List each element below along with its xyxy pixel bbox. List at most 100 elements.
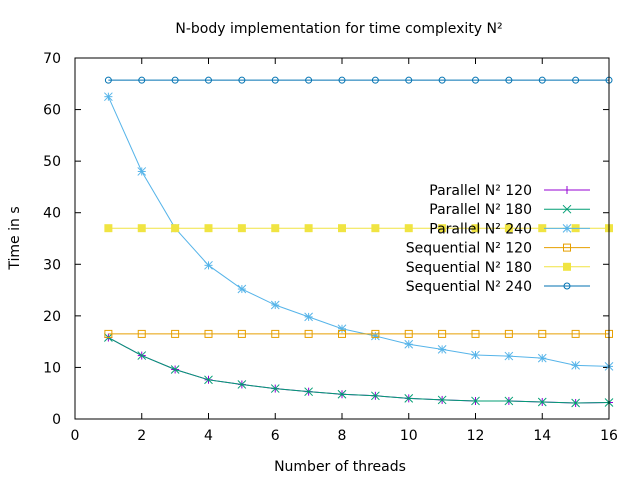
marker-shape [305, 76, 313, 84]
marker-stroke [571, 361, 580, 370]
data-point [404, 339, 414, 349]
data-point [404, 224, 413, 233]
marker-stroke [137, 167, 147, 176]
marker-shape [563, 262, 571, 271]
data-point [504, 351, 514, 361]
marker-shape [338, 76, 346, 84]
data-point [237, 224, 246, 233]
data-point [137, 224, 146, 233]
y-tick-label: 10 [43, 360, 61, 376]
marker-shape [338, 224, 346, 233]
marker-shape [171, 76, 179, 84]
data-point [304, 329, 313, 338]
legend-label: Sequential N² 120 [406, 241, 532, 257]
data-point [237, 380, 247, 389]
marker-stroke [237, 284, 247, 294]
marker-shape [472, 76, 479, 84]
data-point [562, 204, 572, 214]
data-point [338, 329, 346, 338]
data-point [472, 76, 479, 84]
marker-shape [238, 76, 246, 84]
data-point [438, 76, 446, 84]
data-point [563, 186, 571, 194]
series-line [108, 337, 610, 404]
marker-shape [405, 76, 413, 84]
legend-label: Sequential N² 240 [406, 279, 532, 295]
data-point [438, 329, 447, 338]
data-point [337, 389, 347, 399]
marker-stroke [437, 395, 447, 405]
data-point [404, 394, 414, 403]
series-3 [104, 92, 614, 371]
legend-item: Sequential N² 120 [406, 241, 590, 257]
marker-shape [538, 329, 547, 338]
legend: Parallel N² 120 Parallel N² 180 Parallel N… [406, 183, 590, 295]
marker-shape [438, 76, 446, 84]
y-tick-label: 50 [43, 154, 61, 170]
data-point [371, 391, 380, 401]
marker-stroke [304, 312, 313, 322]
data-point [138, 76, 146, 84]
series-5 [104, 224, 613, 233]
legend-label: Parallel N² 240 [429, 221, 532, 237]
marker-stroke [571, 398, 580, 408]
data-point [537, 353, 547, 363]
legend-label: Sequential N² 180 [406, 260, 532, 276]
data-point [338, 224, 346, 233]
data-point [471, 396, 480, 406]
data-point [137, 329, 146, 338]
marker-stroke [537, 397, 547, 407]
marker-stroke [404, 394, 414, 403]
marker-stroke [104, 92, 113, 102]
marker-shape [104, 76, 112, 84]
x-tick-label: 2 [137, 428, 146, 444]
marker-stroke [270, 384, 280, 393]
data-point [437, 345, 447, 354]
data-point [271, 76, 279, 84]
marker-shape [237, 329, 246, 338]
marker-shape [438, 329, 447, 338]
data-point [371, 76, 379, 84]
data-point [337, 324, 347, 334]
x-tick-label: 14 [533, 428, 551, 444]
marker-shape [505, 76, 513, 84]
data-point [171, 76, 179, 84]
marker-shape [504, 329, 513, 338]
marker-shape [371, 224, 380, 233]
marker-shape [271, 329, 280, 338]
data-point [137, 351, 147, 360]
data-point [237, 329, 246, 338]
x-tick-label: 0 [71, 428, 80, 444]
data-point [137, 167, 147, 176]
marker-shape [504, 224, 513, 233]
data-point [338, 76, 346, 84]
marker-shape [171, 224, 180, 233]
marker-stroke [270, 300, 280, 310]
data-point [304, 312, 313, 322]
x-tick-label: 16 [600, 428, 618, 444]
series-6 [104, 76, 613, 84]
data-point [537, 397, 547, 407]
data-point [371, 331, 380, 341]
data-point [171, 329, 180, 338]
legend-item: Sequential N² 240 [406, 279, 590, 295]
data-point [170, 365, 180, 374]
marker-stroke [537, 353, 547, 363]
marker-shape [138, 76, 146, 84]
data-point [305, 76, 313, 84]
data-point [562, 224, 572, 233]
marker-stroke [437, 345, 447, 354]
marker-shape [271, 224, 280, 233]
data-point [437, 395, 447, 405]
data-point [104, 224, 113, 233]
plot-area [104, 76, 614, 408]
data-point [563, 282, 571, 290]
data-point [104, 76, 112, 84]
marker-stroke [204, 260, 213, 270]
data-point [204, 224, 213, 233]
series-1 [104, 333, 613, 408]
data-point [304, 224, 313, 233]
y-tick-label: 40 [43, 206, 61, 222]
marker-shape [471, 329, 480, 338]
marker-shape [563, 243, 571, 252]
